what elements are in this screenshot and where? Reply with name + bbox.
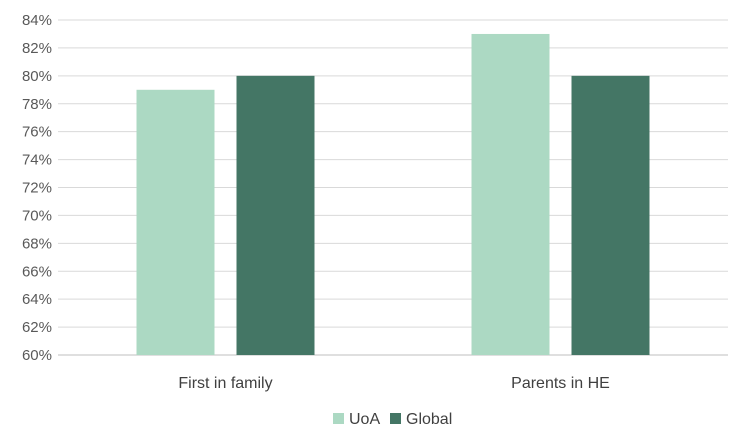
legend-swatch bbox=[333, 413, 344, 424]
legend-label: Global bbox=[406, 411, 452, 428]
legend-swatch bbox=[390, 413, 401, 424]
y-tick-label: 68% bbox=[22, 235, 52, 252]
y-tick-label: 74% bbox=[22, 152, 52, 169]
bar-global-first-in-family bbox=[236, 75, 315, 355]
y-tick-label: 84% bbox=[22, 12, 52, 29]
y-tick-label: 78% bbox=[22, 96, 52, 113]
x-axis-category-labels: First in family Parents in HE bbox=[178, 375, 609, 392]
x-category-label: Parents in HE bbox=[511, 375, 610, 392]
bars bbox=[136, 33, 650, 356]
y-tick-label: 82% bbox=[22, 40, 52, 57]
bar-global-parents-in-he bbox=[571, 75, 650, 355]
y-tick-label: 80% bbox=[22, 68, 52, 85]
y-tick-label: 72% bbox=[22, 180, 52, 197]
y-tick-label: 62% bbox=[22, 319, 52, 336]
y-axis-tick-labels: 60% 62% 64% 66% 68% 70% 72% 74% 76% 78% 80% 82% 84% bbox=[22, 12, 52, 364]
x-category-label: First in family bbox=[178, 375, 272, 392]
y-tick-label: 70% bbox=[22, 207, 52, 224]
bar-uoa-parents-in-he bbox=[471, 33, 550, 355]
y-tick-label: 76% bbox=[22, 124, 52, 141]
y-tick-label: 66% bbox=[22, 263, 52, 280]
legend: UoA Global bbox=[333, 411, 452, 428]
y-tick-label: 60% bbox=[22, 347, 52, 364]
legend-label: UoA bbox=[349, 411, 380, 428]
bar-uoa-first-in-family bbox=[136, 89, 215, 356]
y-tick-label: 64% bbox=[22, 291, 52, 308]
